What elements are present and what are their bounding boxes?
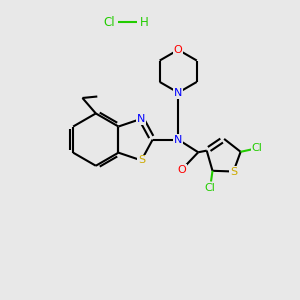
Text: H: H xyxy=(140,16,149,29)
Text: S: S xyxy=(230,167,237,176)
Text: O: O xyxy=(174,45,183,55)
Text: Cl: Cl xyxy=(205,183,216,193)
Text: Cl: Cl xyxy=(251,143,262,153)
Text: Cl: Cl xyxy=(104,16,116,29)
Text: N: N xyxy=(174,135,182,145)
Text: O: O xyxy=(178,164,186,175)
Text: N: N xyxy=(174,88,182,98)
Text: N: N xyxy=(137,114,146,124)
Text: S: S xyxy=(138,155,145,165)
